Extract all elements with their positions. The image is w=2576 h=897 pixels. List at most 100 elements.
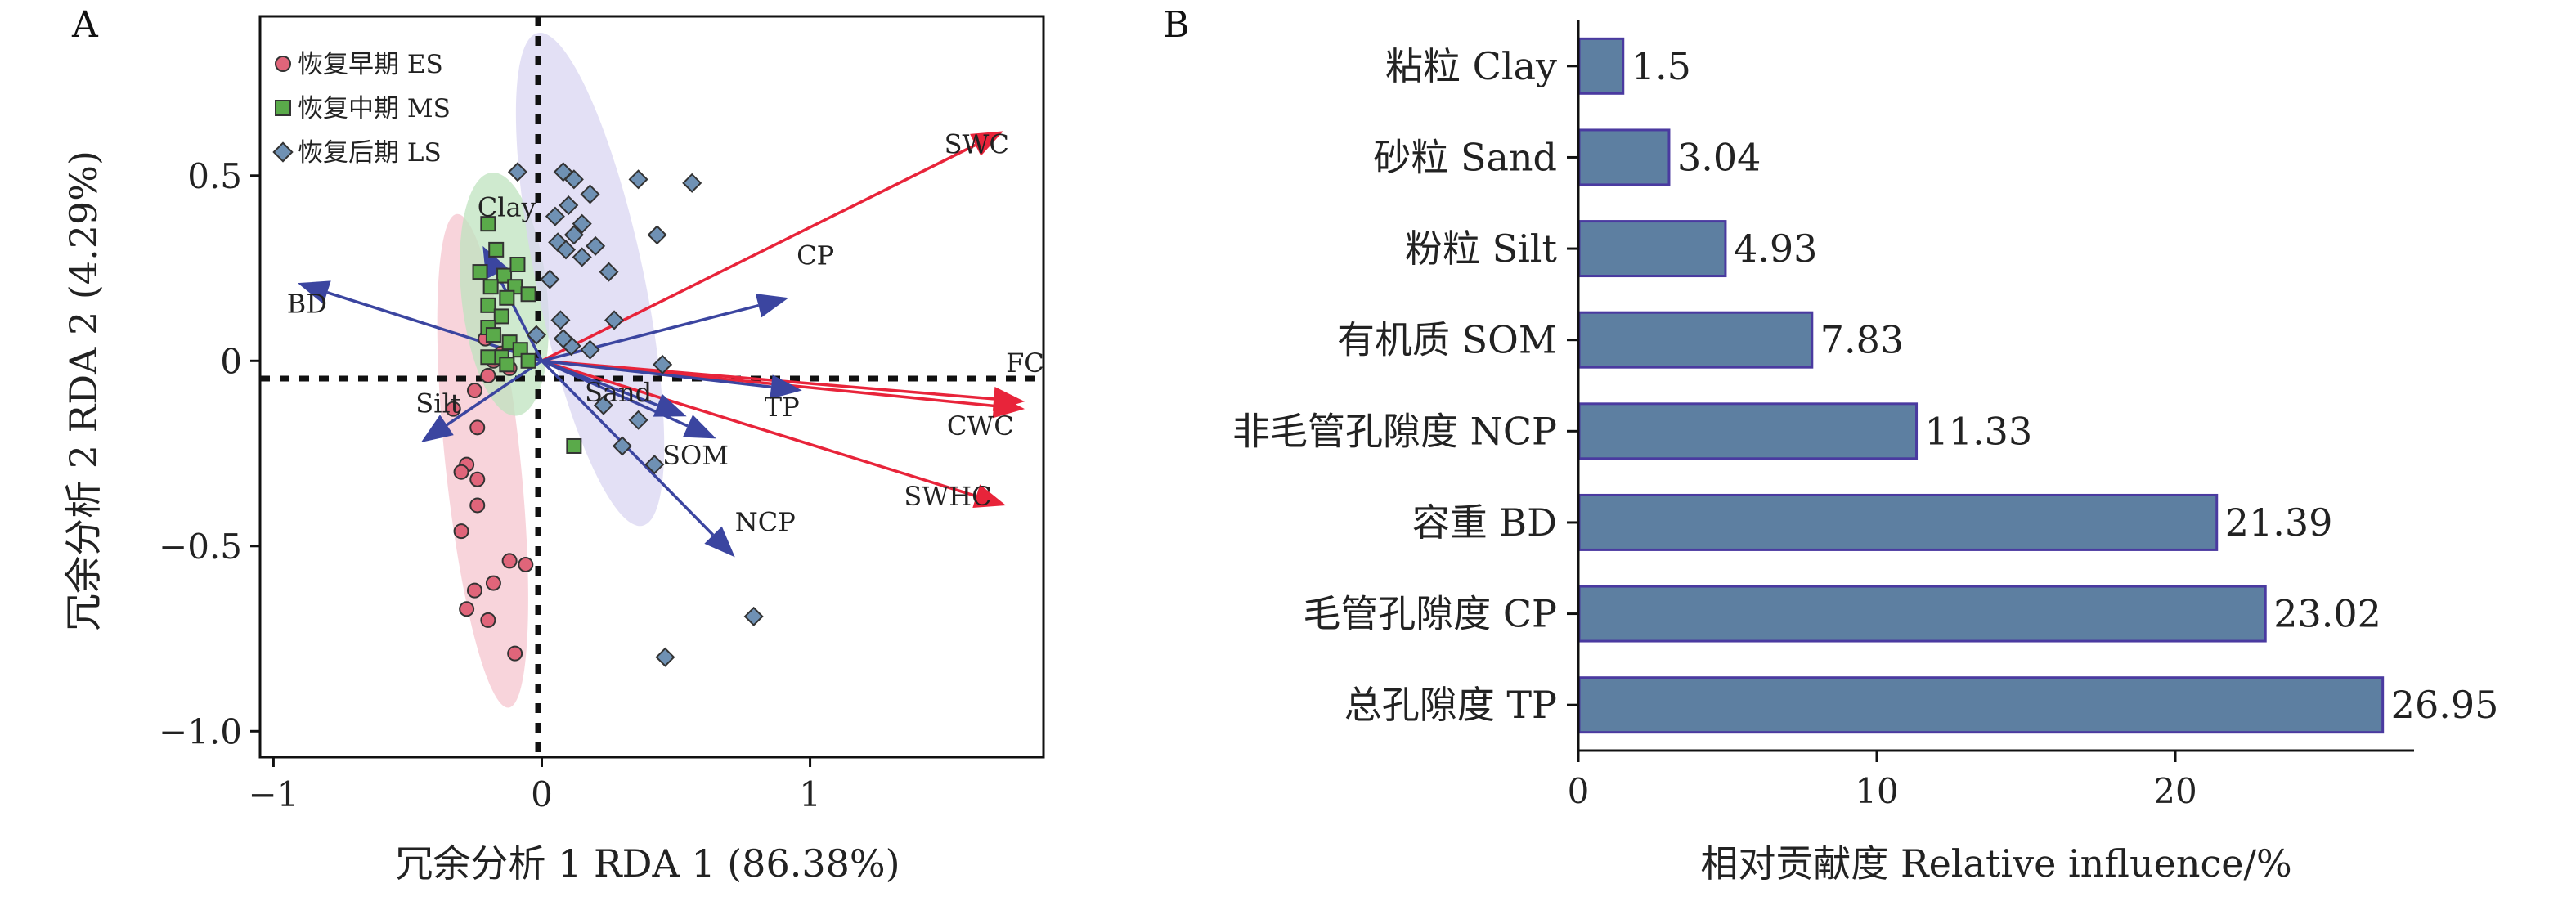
- bar-panel: B 1.5 粘粒 Clay 3.04 砂粒 Sand 4.93 粉粒 Silt 7.83 有机…: [1163, 4, 2498, 886]
- point-circle: [466, 383, 482, 399]
- point-diamond: [743, 606, 764, 626]
- vector-label-fc: FC: [1006, 348, 1044, 379]
- vector-head-tp: [770, 374, 802, 400]
- vector-head-cwc: [992, 393, 1025, 419]
- bar-x-tick-label: 0: [1568, 771, 1590, 811]
- point-circle: [469, 471, 486, 487]
- vector-label-tp: TP: [765, 392, 800, 423]
- point-square: [480, 349, 496, 366]
- point-diamond: [580, 184, 600, 204]
- vector-sand: [541, 359, 687, 417]
- point-circle: [480, 367, 496, 383]
- vector-head-swc: [970, 131, 1003, 156]
- point-diamond: [604, 310, 625, 330]
- bar-value-label: 4.93: [1734, 226, 1817, 271]
- bar-category-label: 容重 BD: [1412, 500, 1557, 545]
- legend-marker-square: [275, 100, 291, 116]
- point-diamond: [586, 235, 606, 256]
- vector-head-silt: [420, 415, 454, 442]
- bar-category-label: 粘粒 Clay: [1385, 44, 1557, 88]
- rda-x-axis-title: 冗余分析 1 RDA 1 (86.38%): [395, 841, 900, 886]
- bar-row-sand: 3.04 砂粒 Sand: [1373, 128, 1761, 186]
- bar-row-ncp: 11.33 非毛管孔隙度 NCP: [1232, 402, 2032, 460]
- vector-line-sand: [541, 359, 658, 407]
- vector-line-silt: [446, 359, 543, 427]
- point-square: [520, 286, 536, 303]
- point-diamond: [599, 262, 619, 282]
- vector-label-silt: Silt: [415, 388, 460, 419]
- point-circle: [469, 497, 486, 514]
- vector-line-swhc: [541, 359, 977, 498]
- bar-cp: [1577, 585, 2267, 643]
- bar-value-label: 1.5: [1631, 44, 1691, 88]
- point-square: [482, 279, 499, 295]
- vector-label-swc: SWC: [945, 129, 1009, 160]
- bar-tp: [1577, 676, 2385, 734]
- legend-label: 恢复后期 LS: [298, 138, 442, 168]
- legend-marker-diamond: [272, 141, 294, 163]
- bar-category-label: 非毛管孔隙度 NCP: [1232, 409, 1557, 453]
- environment-vectors: [297, 131, 1025, 558]
- point-square: [472, 264, 488, 280]
- bar-som: [1577, 311, 1814, 369]
- bar-row-som: 7.83 有机质 SOM: [1337, 311, 1904, 369]
- legend-item-ms: 恢复中期 MS: [275, 94, 451, 123]
- point-square: [480, 216, 496, 232]
- bar-x-axis-title: 相对贡献度 Relative influence/%: [1700, 841, 2291, 886]
- legend: 恢复早期 ES 恢复中期 MS 恢复后期 LS: [272, 50, 451, 168]
- point-diamond: [612, 436, 632, 456]
- x-axis-ticks: −1 0 1: [248, 757, 821, 814]
- panel-a-label: A: [71, 4, 99, 46]
- vector-line-cp: [541, 303, 759, 362]
- bar-x-tick-label: 20: [2153, 771, 2197, 811]
- bar-row-tp: 26.95 总孔隙度 TP: [1344, 676, 2498, 734]
- point-diamond: [644, 455, 665, 475]
- bar-x-axis-ticks: 0 10 20: [1568, 751, 2197, 811]
- point-diamond: [647, 225, 667, 245]
- point-circle: [466, 582, 482, 599]
- point-square: [520, 352, 536, 369]
- bar-row-bd: 21.39 容重 BD: [1412, 493, 2332, 551]
- rda-y-axis-title: 冗余分析 2 RDA 2 (4.29%): [61, 150, 105, 631]
- bar-category-label: 毛管孔隙度 CP: [1303, 592, 1557, 636]
- point-diamond: [572, 213, 592, 234]
- vector-head-bd: [297, 280, 331, 304]
- point-circle: [485, 575, 501, 591]
- vector-label-sand: Sand: [585, 377, 652, 408]
- ellipse-ls: [515, 33, 665, 527]
- point-diamond: [545, 206, 565, 226]
- vector-head-cp: [755, 294, 789, 318]
- series-ms: [472, 216, 582, 454]
- vector-label-som: SOM: [662, 440, 729, 471]
- vector-label-cp: CP: [797, 240, 834, 271]
- panel-b-label: B: [1163, 4, 1189, 46]
- vector-head-swhc: [972, 484, 1007, 508]
- point-diamond: [559, 195, 579, 216]
- point-diamond: [628, 169, 648, 190]
- point-diamond: [593, 395, 613, 415]
- vector-line-clay: [496, 272, 544, 362]
- point-circle: [480, 612, 496, 628]
- legend-marker-circle: [275, 56, 291, 72]
- ellipse-es: [437, 213, 528, 708]
- vector-swhc: [541, 359, 1007, 508]
- vector-label-cwc: CWC: [947, 410, 1014, 442]
- series-ls: [507, 162, 764, 667]
- bar-clay: [1577, 37, 1625, 95]
- x-tick-label: −1: [248, 774, 298, 814]
- bar-category-label: 总孔隙度 TP: [1344, 683, 1557, 727]
- legend-item-es: 恢复早期 ES: [275, 50, 443, 79]
- point-circle: [459, 601, 475, 617]
- point-diamond: [507, 162, 527, 182]
- vector-line-tp: [541, 359, 772, 388]
- bar-value-label: 23.02: [2273, 592, 2381, 636]
- point-diamond: [540, 269, 560, 289]
- vector-label-clay: Clay: [478, 192, 536, 223]
- bar-plot: 1.5 粘粒 Clay 3.04 砂粒 Sand 4.93 粉粒 Silt 7.83 有机质 …: [1232, 37, 2498, 734]
- x-tick-label: 1: [799, 774, 821, 814]
- bar-bd: [1577, 493, 2219, 551]
- vector-silt: [420, 359, 543, 442]
- point-diamond: [628, 410, 648, 430]
- point-square: [499, 357, 515, 373]
